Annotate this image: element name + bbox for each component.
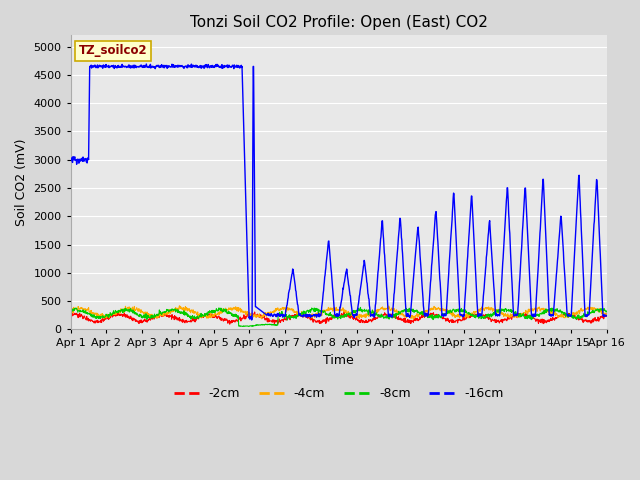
X-axis label: Time: Time: [323, 354, 354, 367]
Text: TZ_soilco2: TZ_soilco2: [79, 44, 147, 57]
Legend: -2cm, -4cm, -8cm, -16cm: -2cm, -4cm, -8cm, -16cm: [168, 383, 509, 406]
Y-axis label: Soil CO2 (mV): Soil CO2 (mV): [15, 139, 28, 226]
Title: Tonzi Soil CO2 Profile: Open (East) CO2: Tonzi Soil CO2 Profile: Open (East) CO2: [189, 15, 488, 30]
